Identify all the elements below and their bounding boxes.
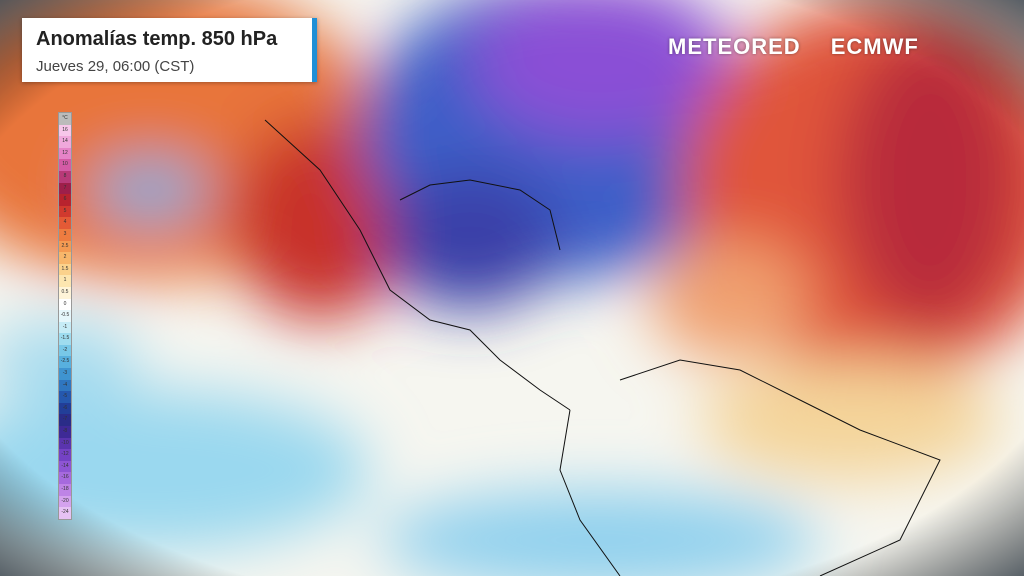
legend-entry: -2.5 <box>59 356 71 369</box>
legend-entry: -20 <box>59 495 71 508</box>
subtitle: Jueves 29, 06:00 (CST) <box>36 58 195 75</box>
title-panel: Anomalías temp. 850 hPa Jueves 29, 06:00… <box>22 18 317 82</box>
legend-entry: -14 <box>59 460 71 473</box>
brand-logo: METEORED <box>668 34 801 59</box>
legend-entry: -6 <box>59 402 71 415</box>
legend-entry: -10 <box>59 437 71 450</box>
legend-entry: -24 <box>59 507 71 519</box>
legend-entry: 1.5 <box>59 263 71 276</box>
legend-entry: 8 <box>59 170 71 183</box>
legend-entry: 12 <box>59 147 71 160</box>
legend-entry: 14 <box>59 136 71 148</box>
legend-entry: 6 <box>59 194 71 206</box>
source-logo: ECMWF <box>830 34 919 59</box>
legend-entry: 10 <box>59 159 71 171</box>
legend-entry: -4 <box>59 379 71 392</box>
legend-entry: 1 <box>59 275 71 287</box>
legend-entry: -7 <box>59 414 71 427</box>
color-legend: °C 16 14 12 10 8 7 6 5 4 3 2.5 2 1.5 1 0.5 0 -0.5 -1 -1.5-… <box>58 112 72 520</box>
legend-entry: 3 <box>59 228 71 241</box>
legend-entry: 16 <box>59 124 71 137</box>
legend-entry: -0.5 <box>59 310 71 322</box>
title: Anomalías temp. 850 hPa <box>36 28 278 50</box>
legend-entry: -1 <box>59 321 71 334</box>
legend-entry: 0 <box>59 298 71 311</box>
logos: METEORED ECMWF <box>668 34 949 60</box>
legend-entry: -2 <box>59 344 71 357</box>
legend-entry: -8 <box>59 426 71 438</box>
legend-entry: 7 <box>59 182 71 195</box>
legend-entry: 0.5 <box>59 286 71 299</box>
legend-unit: °C <box>59 113 71 125</box>
legend-entry: -5 <box>59 391 71 403</box>
legend-entry: 4 <box>59 217 71 229</box>
legend-entry: 2.5 <box>59 240 71 253</box>
legend-entry: -18 <box>59 484 71 496</box>
legend-entry: -1.5 <box>59 333 71 345</box>
legend-entry: -16 <box>59 472 71 484</box>
legend-entry: 2 <box>59 252 71 264</box>
legend-entry: -12 <box>59 449 71 461</box>
legend-entry: 5 <box>59 205 71 218</box>
legend-entry: -3 <box>59 368 71 380</box>
